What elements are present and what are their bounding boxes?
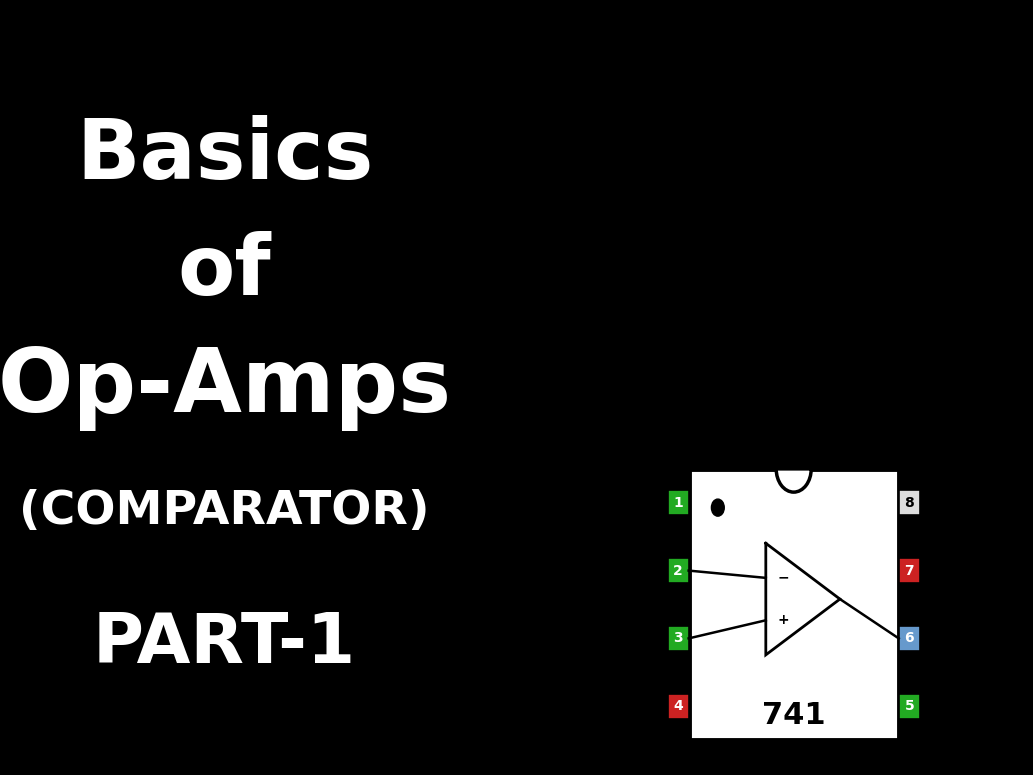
Circle shape [712, 499, 724, 516]
Text: Offset null: Offset null [593, 496, 662, 509]
Text: Basics: Basics [76, 115, 373, 195]
Wedge shape [776, 469, 811, 492]
Text: +: + [666, 160, 699, 198]
Text: V₊: V₊ [926, 564, 942, 577]
Text: NON-INVERTING: NON-INVERTING [621, 17, 884, 45]
Text: Output: Output [926, 632, 972, 645]
Text: NC: NC [926, 496, 944, 509]
Bar [667, 694, 689, 718]
Bar [667, 491, 689, 515]
Text: 4: 4 [674, 699, 683, 713]
Bar [899, 694, 919, 718]
Text: (COMPARATOR): (COMPARATOR) [20, 489, 430, 534]
Bar [899, 558, 919, 583]
Text: 6: 6 [905, 632, 914, 646]
Bar [667, 558, 689, 583]
Text: of: of [178, 231, 272, 312]
Text: 7: 7 [905, 563, 914, 577]
Text: 2: 2 [674, 563, 683, 577]
Text: V−: V− [641, 700, 662, 713]
Bar [667, 626, 689, 651]
Bar [899, 626, 919, 651]
Text: 8: 8 [905, 496, 914, 510]
Text: −: − [664, 264, 701, 308]
Text: 741: 741 [762, 701, 825, 730]
Text: Op-Amps: Op-Amps [0, 344, 451, 431]
Text: Offset null: Offset null [926, 700, 995, 713]
Bar [899, 491, 919, 515]
Text: INVERTING: INVERTING [623, 389, 801, 417]
Text: 3: 3 [674, 632, 683, 646]
Text: 5: 5 [905, 699, 914, 713]
Text: 1: 1 [674, 496, 683, 510]
Bar [689, 469, 899, 740]
Text: Inverting input: Inverting input [563, 564, 662, 577]
Text: +: + [778, 613, 789, 627]
Text: PART-1: PART-1 [93, 610, 356, 677]
Text: Non-inverting
input: Non-inverting input [571, 624, 662, 653]
Text: −: − [778, 571, 789, 585]
